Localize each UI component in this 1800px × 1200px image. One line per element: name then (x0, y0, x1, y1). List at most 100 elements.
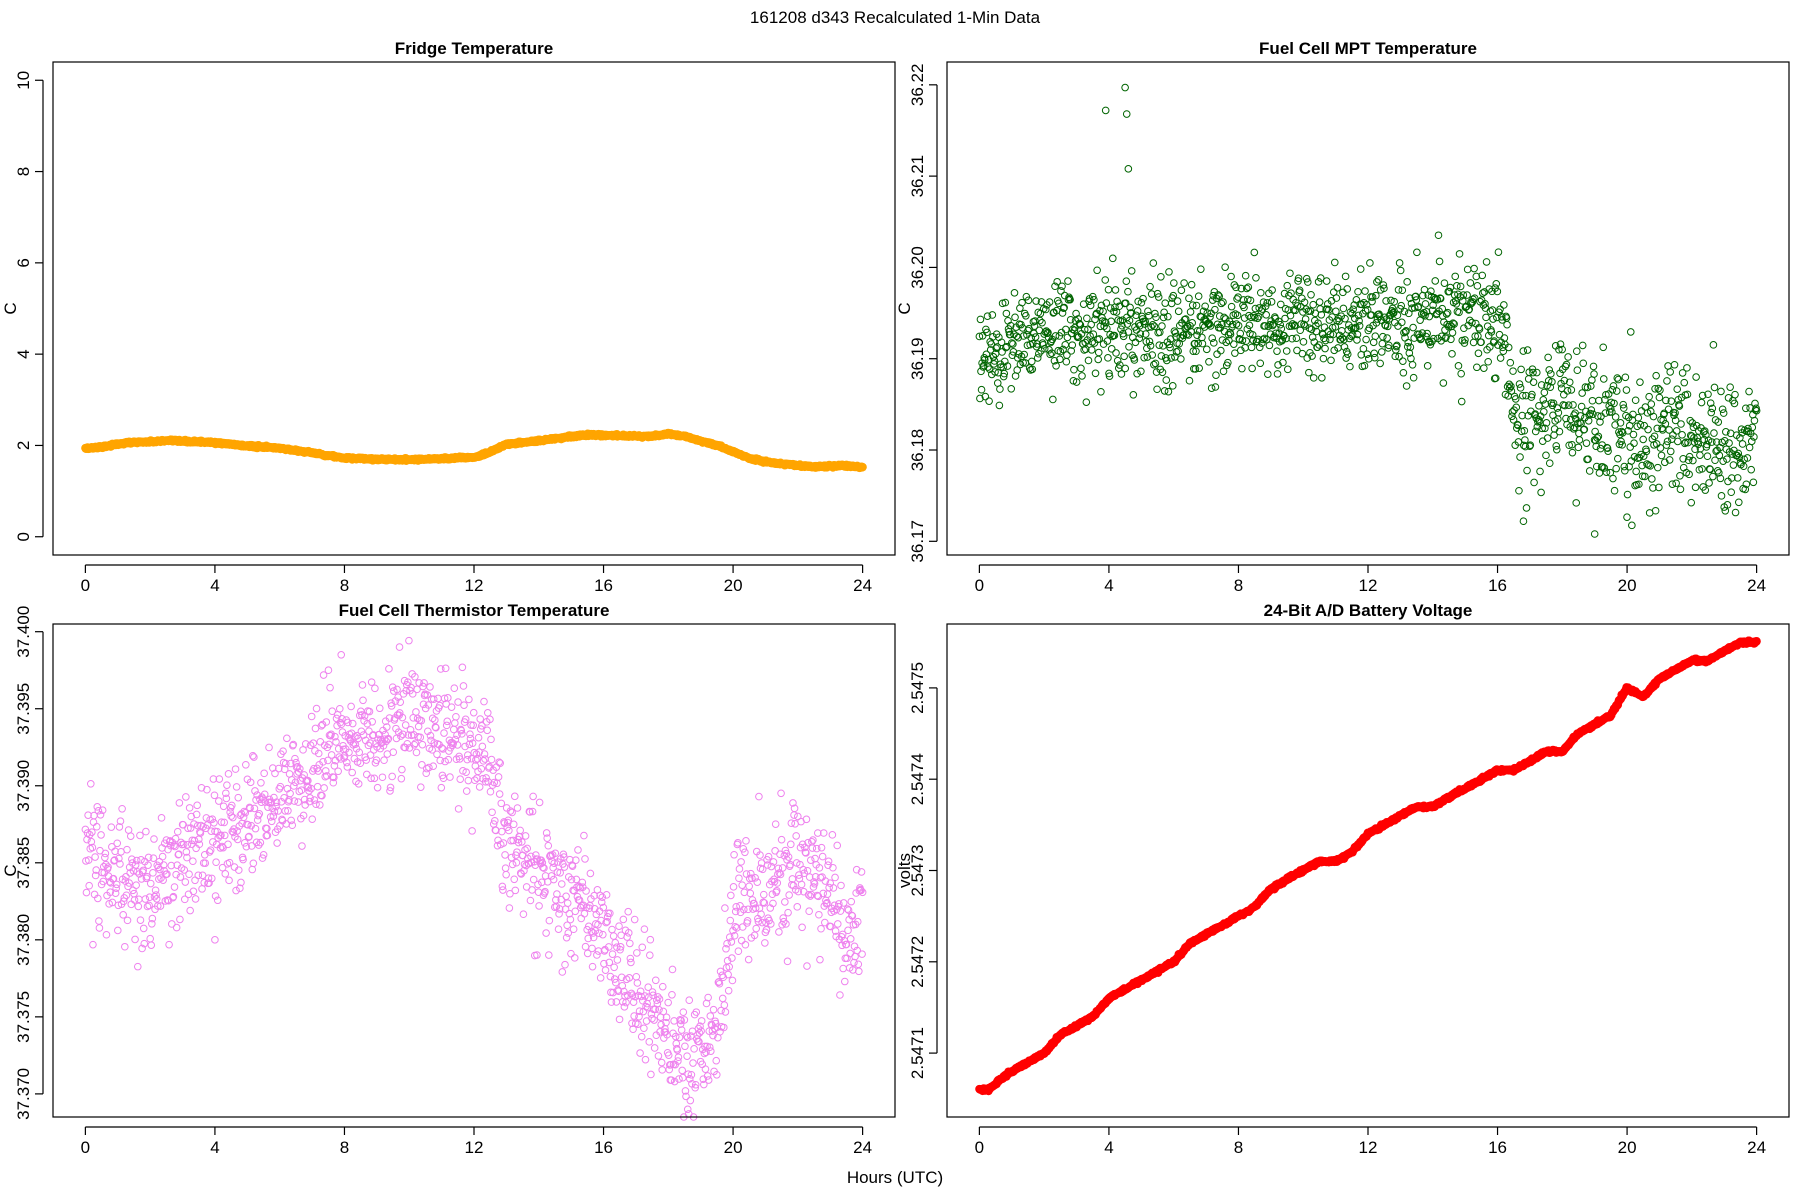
data-point (1108, 254, 1117, 263)
data-point (1535, 402, 1543, 410)
data-point (496, 759, 505, 767)
data-point (195, 840, 204, 849)
data-point (1511, 395, 1520, 403)
data-point (1543, 434, 1552, 442)
data-point (714, 978, 723, 987)
data-point (1019, 332, 1028, 340)
data-point (752, 924, 761, 933)
data-point (107, 823, 116, 831)
data-point (1286, 311, 1295, 320)
data-point (789, 881, 798, 890)
data-point (85, 830, 94, 839)
data-point (299, 811, 308, 820)
data-point (828, 831, 837, 839)
data-point (1667, 397, 1676, 405)
data-point (1077, 364, 1085, 373)
data-point (132, 881, 140, 889)
data-point (603, 917, 611, 926)
data-point (246, 804, 254, 813)
data-point (1449, 319, 1457, 328)
data-point (389, 748, 398, 757)
data-point (540, 864, 548, 872)
data-point (1321, 336, 1330, 345)
data-point (272, 802, 280, 811)
data-point (1471, 332, 1480, 340)
data-point (711, 1019, 720, 1028)
data-point (396, 698, 405, 706)
data-point (1148, 320, 1157, 329)
data-point (387, 699, 395, 707)
data-point (1647, 400, 1656, 408)
data-point (273, 839, 281, 847)
data-point (1121, 364, 1130, 373)
data-point (307, 712, 316, 721)
data-point (605, 958, 614, 967)
data-point (992, 344, 1000, 352)
data-point (1217, 346, 1225, 355)
data-point (1736, 434, 1744, 442)
data-point (722, 944, 730, 953)
data-point (555, 910, 563, 918)
data-point (225, 876, 233, 885)
data-point (675, 1033, 684, 1042)
data-point (1458, 297, 1467, 305)
y-tick-label: 10 (14, 71, 33, 90)
outlier-point (337, 651, 346, 659)
data-point (1125, 316, 1134, 325)
data-point (471, 776, 479, 785)
data-point (1233, 311, 1242, 320)
data-point (1626, 443, 1635, 451)
data-point (612, 998, 621, 1006)
data-point (677, 1026, 686, 1034)
data-point (189, 887, 198, 896)
data-point (1703, 452, 1712, 461)
data-point (1237, 346, 1245, 355)
data-point (1224, 358, 1232, 367)
data-point (1149, 259, 1158, 267)
data-point (751, 874, 759, 882)
data-point (164, 845, 172, 854)
data-point (735, 874, 743, 883)
data-point (608, 950, 617, 958)
data-point (645, 1038, 654, 1046)
data-point (1295, 286, 1304, 295)
data-point (380, 756, 388, 765)
data-point (111, 847, 119, 856)
data-point (1177, 355, 1185, 363)
data-point (94, 806, 103, 815)
data-point (1383, 322, 1392, 331)
data-point (197, 783, 206, 792)
data-point (1591, 427, 1599, 436)
data-point (92, 822, 101, 831)
data-point (357, 727, 366, 736)
data-point (332, 714, 341, 723)
data-point (1508, 408, 1517, 416)
data-point (775, 928, 783, 936)
data-point (269, 812, 278, 821)
data-point (1268, 286, 1276, 294)
data-point (562, 892, 570, 901)
data-point (975, 332, 984, 341)
data-point (1145, 337, 1154, 346)
data-point (1188, 301, 1197, 309)
data-point (1436, 294, 1445, 303)
data-point (1402, 382, 1411, 390)
data-point (330, 773, 338, 782)
data-point (430, 739, 439, 747)
data-point (1018, 298, 1026, 307)
data-point (1186, 308, 1195, 316)
data-point (175, 850, 183, 859)
data-point (88, 843, 97, 852)
data-point (136, 831, 144, 840)
data-point (451, 719, 459, 727)
outlier-point (1519, 517, 1528, 526)
data-point (222, 794, 231, 803)
data-point (1387, 296, 1395, 305)
data-point (1402, 327, 1410, 335)
data-point (1086, 301, 1095, 310)
data-point (413, 714, 422, 723)
data-point (1229, 340, 1238, 348)
data-point (616, 945, 624, 954)
data-point (93, 803, 102, 811)
data-point (1691, 483, 1700, 492)
